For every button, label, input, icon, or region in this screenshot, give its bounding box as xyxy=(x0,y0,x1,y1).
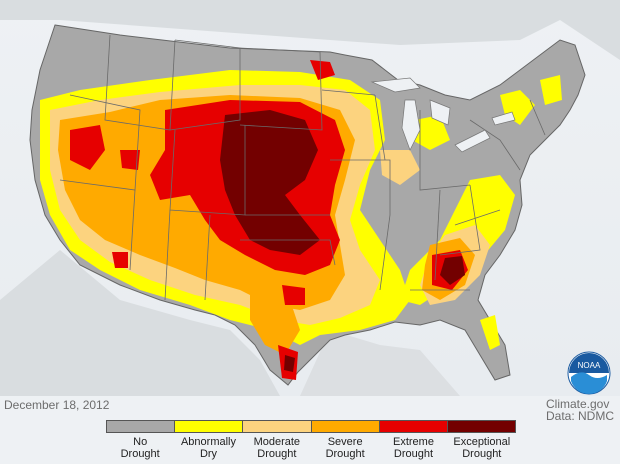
credit: Climate.gov Data: NDMC xyxy=(546,398,614,422)
legend-swatch-abnormally-dry xyxy=(175,421,244,432)
legend-color-bar xyxy=(106,420,516,433)
mexico-land xyxy=(0,250,280,396)
legend-label-extreme: Extreme Drought xyxy=(392,436,434,460)
legend-label-moderate: Moderate Drought xyxy=(253,436,301,460)
mexico-land-east xyxy=(300,330,460,396)
state-borders xyxy=(59,34,546,301)
legend-label-abnormally-dry: Abnormally Dry xyxy=(180,436,236,460)
canada-land xyxy=(0,0,620,60)
drought-map xyxy=(0,0,620,396)
legend-swatch-no-drought xyxy=(107,421,176,432)
legend-swatch-exceptional xyxy=(447,421,516,432)
legend-label-exceptional: Exceptional Drought xyxy=(453,436,511,460)
legend-swatch-extreme xyxy=(379,421,448,432)
legend-swatch-severe xyxy=(311,421,380,432)
legend-label-no-drought: No Drought xyxy=(120,436,160,460)
noaa-logo-icon: NOAA xyxy=(567,351,611,395)
credit-data: Data: NDMC xyxy=(545,409,614,423)
map-date: December 18, 2012 xyxy=(4,398,110,412)
legend-swatch-moderate xyxy=(243,421,312,432)
svg-text:NOAA: NOAA xyxy=(578,361,601,370)
map-area xyxy=(0,0,620,396)
great-lakes xyxy=(370,77,516,153)
credit-source: Climate.gov xyxy=(545,397,610,411)
legend-label-severe: Severe Drought xyxy=(325,436,365,460)
legend-labels: No Drought Abnormally Dry Moderate Drought … xyxy=(106,436,516,460)
